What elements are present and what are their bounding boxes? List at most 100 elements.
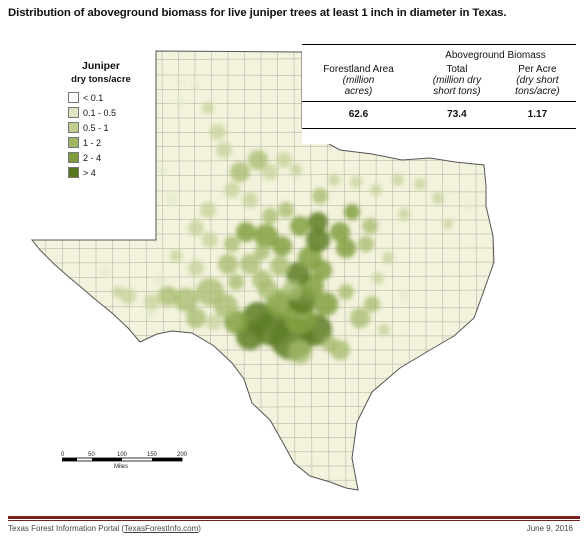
scale-tick-200: 200	[177, 452, 188, 458]
biomass-patch	[328, 174, 340, 186]
biomass-patch	[188, 220, 204, 236]
biomass-patch	[242, 302, 274, 334]
biomass-patch	[112, 286, 124, 298]
biomass-patch	[272, 236, 292, 256]
legend-swatch	[68, 167, 79, 178]
biomass-patch	[362, 218, 378, 234]
scale-tick-0: 0	[61, 452, 65, 458]
biomass-patch	[290, 164, 302, 176]
biomass-patch	[466, 202, 474, 210]
biomass-patch	[298, 246, 322, 270]
biomass-patch	[350, 308, 370, 328]
biomass-patch	[338, 284, 354, 300]
biomass-patch	[188, 260, 204, 276]
biomass-patch	[224, 236, 240, 252]
legend-swatch	[68, 122, 79, 133]
legend-label: < 0.1	[83, 92, 104, 103]
legend-label: 0.5 - 1	[83, 122, 109, 133]
biomass-patch	[378, 324, 390, 336]
scale-tick-50: 50	[88, 452, 95, 458]
biomass-patch	[240, 254, 260, 274]
biomass-patch	[288, 340, 312, 364]
legend: Juniper dry tons/acre < 0.1 0.1 - 0.5 0.5 …	[58, 60, 144, 180]
col-unit-per-acre-1: (dry short	[516, 75, 559, 86]
legend-title: Juniper	[82, 60, 120, 72]
legend-item: 0.1 - 0.5	[68, 105, 144, 120]
biomass-patch	[236, 222, 256, 242]
biomass-patch	[278, 202, 294, 218]
biomass-patch	[358, 236, 374, 252]
scale-bar: 0 50 100 150 200 Miles	[61, 452, 202, 487]
scale-unit: Miles	[114, 464, 129, 470]
biomass-patch	[202, 102, 214, 114]
biomass-patch	[218, 254, 238, 274]
biomass-patch	[314, 292, 338, 316]
legend-label: 2 - 4	[83, 152, 102, 163]
biomass-patch	[158, 286, 178, 306]
biomass-patch	[414, 178, 426, 190]
biomass-patch	[157, 165, 167, 175]
biomass-patch	[399, 291, 409, 301]
scale-bar-graphic	[61, 457, 183, 462]
biomass-patch	[248, 150, 268, 170]
footer-rule-thin	[8, 520, 580, 521]
biomass-patch	[290, 216, 310, 236]
legend-swatch	[68, 92, 79, 103]
biomass-patch	[224, 182, 240, 198]
biomass-patch	[392, 174, 404, 186]
map-title: Distribution of aboveground biomass for …	[8, 7, 507, 19]
col-unit-per-acre-2: tons/acre)	[515, 86, 560, 97]
biomass-patch	[322, 336, 338, 352]
biomass-patch	[443, 219, 453, 229]
legend-swatch	[68, 152, 79, 163]
col-header-per-acre: Per Acre	[518, 64, 557, 75]
biomass-patch	[308, 212, 328, 232]
legend-swatch	[68, 137, 79, 148]
footer-source-link[interactable]: TexasForestInfo.com	[124, 524, 199, 533]
biomass-patch	[254, 244, 270, 260]
col-unit-area-1: (million	[342, 75, 375, 86]
biomass-patch	[214, 294, 238, 318]
biomass-patch	[306, 228, 330, 252]
biomass-patch	[166, 194, 178, 206]
biomass-patch	[344, 204, 360, 220]
biomass-patch	[170, 250, 182, 262]
value-total: 73.4	[414, 101, 499, 129]
biomass-patch	[230, 162, 250, 182]
biomass-density	[101, 76, 474, 364]
biomass-patch	[202, 232, 218, 248]
summary-table: Aboveground Biomass Forestland Area Tota…	[302, 44, 576, 144]
biomass-patch	[330, 222, 350, 242]
biomass-patch	[262, 208, 278, 224]
biomass-patch	[200, 202, 216, 218]
legend-label: 1 - 2	[83, 137, 102, 148]
biomass-patch	[258, 280, 278, 300]
biomass-patch	[175, 97, 185, 107]
footer-source-suffix: )	[198, 524, 201, 533]
biomass-patch	[432, 192, 444, 204]
biomass-patch	[370, 184, 382, 196]
biomass-patch	[210, 124, 226, 140]
legend-label: > 4	[83, 167, 96, 178]
biomass-patch	[398, 208, 410, 220]
scale-tick-100: 100	[117, 452, 128, 458]
value-area: 62.6	[302, 101, 415, 129]
col-unit-total-2: short tons)	[433, 86, 481, 97]
biomass-patch	[254, 224, 278, 248]
biomass-patch	[144, 294, 160, 310]
legend-subtitle: dry tons/acre	[71, 74, 131, 85]
footer-date: June 9, 2016	[526, 524, 573, 533]
footer-source: Texas Forest Information Portal (TexasFo…	[8, 524, 201, 533]
biomass-patch	[276, 152, 292, 168]
biomass-patch	[186, 308, 206, 328]
col-header-total: Total	[446, 64, 468, 75]
legend-item: < 0.1	[68, 90, 144, 105]
scale-tick-150: 150	[147, 452, 158, 458]
legend-item: 1 - 2	[68, 135, 144, 150]
biomass-patch	[216, 142, 232, 158]
biomass-patch	[282, 280, 302, 300]
legend-item: 0.5 - 1	[68, 120, 144, 135]
value-per-acre: 1.17	[498, 101, 576, 129]
footer-source-prefix: Texas Forest Information Portal (	[8, 524, 125, 533]
